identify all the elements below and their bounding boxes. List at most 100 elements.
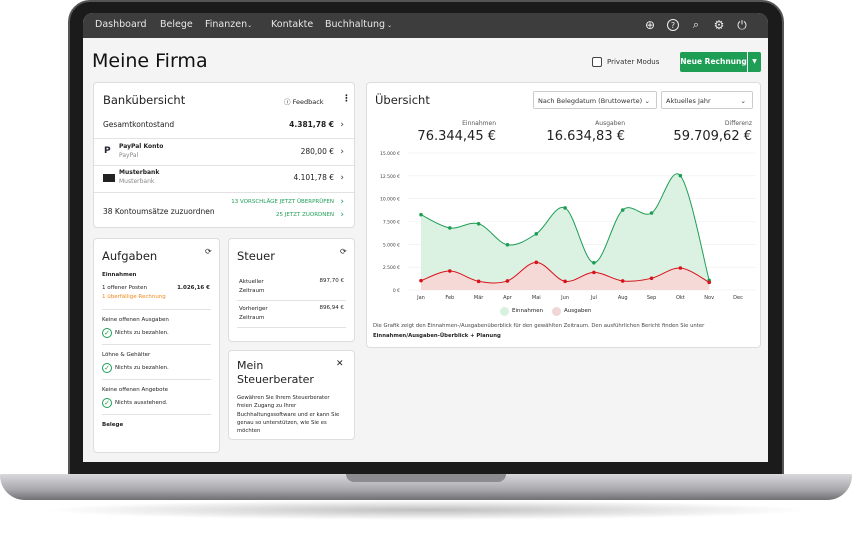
x-tick-label: Feb (445, 295, 454, 301)
open-amount: 1.026,16 € (177, 285, 210, 291)
power-icon[interactable]: ⏻ (737, 18, 747, 32)
advisor-title: Mein Steuerberater (237, 359, 314, 387)
chevron-right-icon[interactable]: › (340, 120, 344, 130)
tax-row-label: Aktueller Zeitraum (239, 278, 264, 296)
more-menu-icon[interactable]: ⋮ (342, 94, 351, 104)
title-line: Steuerberater (237, 373, 314, 386)
check-icon: ✓ (102, 398, 112, 408)
overdue-invoice-link[interactable]: 1 überfällige Rechnung (102, 294, 166, 300)
section-status: Nichts zu bezahlen. (115, 365, 169, 371)
feedback-button[interactable]: ⓘ Feedback (284, 96, 324, 106)
chevron-down-icon: ⌄ (247, 22, 253, 29)
data-point (620, 279, 625, 283)
private-mode-label: Privater Modus (607, 58, 660, 66)
income-expense-chart: 0 € 2.500 € 5.000 € 7.500 € 10.000 € 12.500 €… (380, 151, 756, 301)
data-point (592, 260, 596, 265)
y-tick-label: 0 € (393, 288, 400, 294)
search-icon[interactable]: ⌕ (692, 18, 700, 31)
text-line: Gewähren Sie Ihrem Steuerberater (237, 395, 330, 401)
nav-buchhaltung[interactable]: Buchhaltung ⌄ (325, 19, 392, 30)
refresh-icon[interactable]: ⟳ (340, 247, 347, 256)
x-tick-label: Sep (647, 295, 656, 301)
tax-title: Steuer (237, 249, 275, 263)
tax-advisor-card: Mein Steuerberater ✕ Gewähren Sie Ihrem S… (228, 350, 355, 440)
review-suggestions-link[interactable]: 13 VORSCHLÄGE JETZT ÜBERPRÜFEN (231, 199, 334, 205)
nav-dashboard[interactable]: Dashboard (95, 19, 147, 30)
page-title: Meine Firma (92, 50, 208, 72)
period-select[interactable]: Aktuelles Jahr ⌄ (661, 91, 753, 109)
chevron-right-icon[interactable]: › (340, 173, 344, 183)
nav-finanzen[interactable]: Finanzen⌄ (205, 19, 252, 30)
select-value: Nach Belegdatum (Bruttowerte) (538, 97, 643, 105)
chevron-down-icon: ⌄ (644, 97, 650, 105)
bank-title: Bankübersicht (103, 93, 186, 107)
nav-kontakte[interactable]: Kontakte (271, 19, 314, 30)
divider (102, 344, 211, 345)
data-point (476, 221, 481, 226)
data-point (448, 226, 452, 230)
select-value: Aktuelles Jahr (666, 97, 711, 105)
tax-row-amount: 897,70 € (319, 278, 345, 284)
laptop-notch (346, 474, 506, 482)
private-mode-checkbox[interactable] (592, 57, 602, 67)
account-name: Musterbank (119, 169, 160, 176)
data-point (419, 278, 423, 283)
gear-icon[interactable]: ⚙ (713, 18, 725, 32)
nav-finanzen-label: Finanzen (205, 19, 248, 30)
divider (102, 379, 211, 380)
nav-belege[interactable]: Belege (160, 19, 193, 30)
label-line: Zeitraum (239, 315, 265, 321)
chevron-down-icon: ⌄ (740, 97, 746, 105)
legend-expenses[interactable]: Ausgaben (564, 308, 592, 314)
top-nav: Dashboard Belege Finanzen⌄ Kontakte Buch… (83, 13, 768, 38)
advisor-text: Gewähren Sie Ihrem Steuerberater freien … (237, 394, 339, 435)
unassigned-transactions: 38 Kontoumsätze zuzuordnen (103, 207, 215, 216)
check-icon: ✓ (102, 328, 112, 338)
data-point (592, 270, 596, 275)
nav-buchhaltung-label: Buchhaltung (325, 19, 386, 30)
chevron-right-icon[interactable]: › (340, 197, 344, 207)
kpi-income: 76.344,45 € (417, 129, 496, 144)
text-line: Buchhaltungssoftware und er kann Sie (237, 411, 340, 418)
text-line: genau so unterstützen, wie Sie es (237, 419, 327, 426)
x-tick-label: Mär (474, 295, 484, 301)
kpi-label: Einnahmen (462, 120, 496, 127)
chevron-right-icon[interactable]: › (340, 210, 344, 220)
kpi-label: Ausgaben (595, 120, 625, 127)
y-tick-label: 12.500 € (380, 174, 400, 180)
new-invoice-button[interactable]: Neue Rechnung (680, 52, 747, 72)
report-link[interactable]: Einnahmen/Ausgaben-Überblick + Planung (373, 333, 501, 339)
data-point (563, 279, 567, 284)
plus-circle-icon[interactable]: ⊕ (644, 18, 656, 32)
refresh-icon[interactable]: ⟳ (205, 247, 212, 256)
date-basis-select[interactable]: Nach Belegdatum (Bruttowerte) ⌄ (533, 91, 657, 109)
kpi-difference: 59.709,62 € (673, 129, 752, 144)
y-tick-label: 7.500 € (383, 220, 400, 226)
x-tick-label: Nov (704, 295, 714, 301)
feedback-icon: ⓘ (284, 98, 293, 106)
x-tick-label: Mai (532, 295, 541, 301)
account-name: PayPal Konto (119, 143, 164, 150)
divider (237, 327, 346, 328)
section-title: Löhne & Gehälter (102, 352, 151, 358)
text-line: möchten (237, 428, 261, 435)
income-label: Einnahmen (102, 272, 137, 278)
help-icon[interactable]: ? (667, 19, 679, 31)
open-items[interactable]: 1 offener Posten (102, 285, 148, 291)
account-amount: 280,00 € (300, 147, 334, 156)
kpi-label: Differenz (724, 120, 752, 127)
new-invoice-dropdown[interactable]: ▼ (748, 52, 761, 72)
account-sub: PayPal (119, 152, 139, 159)
chevron-right-icon[interactable]: › (340, 147, 344, 157)
data-point (476, 279, 481, 284)
laptop-shadow (40, 500, 812, 520)
caret-down-icon: ▼ (752, 58, 757, 65)
y-tick-label: 2.500 € (383, 265, 400, 271)
x-tick-label: Apr (503, 295, 513, 301)
assign-now-link[interactable]: 25 JETZT ZUORDNEN (276, 212, 334, 218)
x-tick-label: Dec (733, 295, 743, 301)
label-line: Vorheriger (239, 306, 268, 312)
close-icon[interactable]: ✕ (336, 359, 344, 369)
legend-income[interactable]: Einnahmen (512, 308, 544, 314)
tax-card: Steuer ⟳ Aktueller Zeitraum 897,70 € Vorh… (228, 238, 355, 342)
